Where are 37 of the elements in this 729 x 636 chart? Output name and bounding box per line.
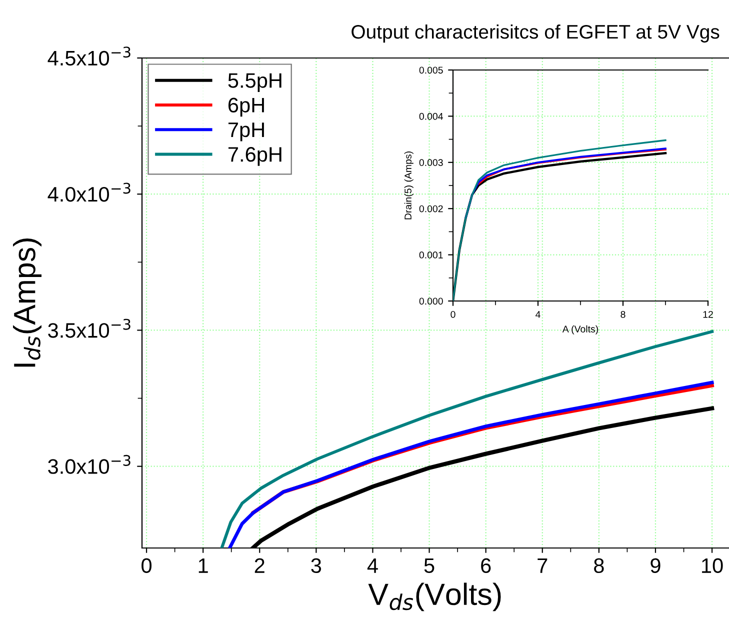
legend-label: 6pH	[228, 98, 264, 117]
x-tick-label: 0	[450, 310, 456, 318]
y-axis-title: Drain(5) (Amps)	[404, 152, 414, 220]
x-tick-label: 1	[198, 558, 208, 573]
y-tick-label: 0.003	[419, 159, 443, 166]
x-tick-label: 2	[254, 558, 264, 573]
y-tick-label: 0.005	[419, 66, 443, 74]
line-series	[464, 148, 666, 219]
x-tick-label: 4	[367, 558, 378, 573]
y-tick-label: 0.001	[419, 252, 443, 258]
x-tick-label: 10	[702, 558, 723, 574]
x-tick-label: 7	[538, 558, 548, 573]
legend-label: 7pH	[228, 122, 264, 142]
y-tick-label: 4.0x10$^{−3}$	[48, 182, 130, 202]
x-tick-label: 4	[536, 311, 540, 318]
x-tick-label: 0	[142, 558, 152, 574]
line-series	[477, 148, 667, 185]
legend-label: 5.5pH	[228, 73, 282, 92]
x-tick-label: 5	[424, 558, 434, 574]
y-tick-label: 0.002	[419, 205, 443, 212]
legend-label: 7.6pH	[228, 147, 282, 166]
x-tick-label: 6	[481, 558, 491, 574]
y-axis-title: I$_{ds}$(Amps)	[13, 238, 42, 367]
y-tick-label: 3.0x10$^{−3}$	[48, 454, 130, 474]
y-tick-label: 3.5x10$^{−3}$	[48, 318, 130, 338]
x-tick-label: 8	[620, 310, 626, 318]
x-tick-label: 12	[703, 310, 713, 318]
x-tick-label: 3	[311, 558, 322, 574]
line-series	[228, 380, 714, 548]
x-tick-label: 8	[594, 558, 604, 574]
x-tick-label: 9	[650, 558, 660, 574]
y-tick-label: 0.004	[419, 112, 443, 120]
x-axis-title: V$_{ds}$(Volts)	[368, 582, 501, 612]
x-axis-title: A (Volts)	[562, 325, 598, 334]
y-tick-label: 0.000	[419, 298, 443, 305]
y-tick-label: 4.5x10$^{−3}$	[48, 46, 130, 66]
chart-title: Output characterisitcs of EGFET at 5V Vgs	[352, 24, 720, 43]
